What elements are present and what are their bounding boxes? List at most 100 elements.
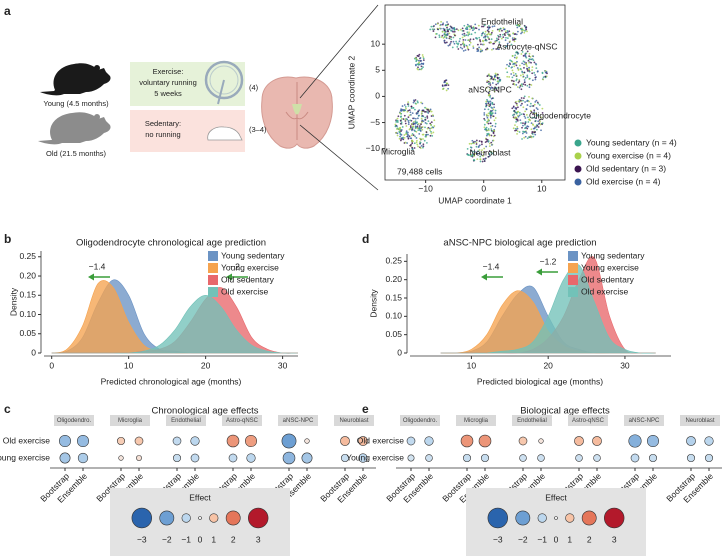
umap-point [453,29,456,31]
cluster-label: Neuroblast [469,147,511,157]
umap-point [531,116,534,119]
umap-point [517,100,520,103]
umap-point [461,47,464,50]
umap-point [412,99,415,102]
legend-label: Young sedentary (n = 4) [586,137,677,147]
umap-point [542,78,545,81]
legend-marker [574,152,582,160]
umap-point [408,114,411,117]
umap-point [523,71,526,74]
umap-point [474,140,477,143]
umap-point [521,62,524,65]
umap-point [483,112,486,114]
umap-point [523,95,526,98]
umap-point [488,73,490,76]
umap-point [455,28,458,31]
umap-point [522,122,524,125]
umap-point [462,41,465,43]
umap-point [494,72,497,75]
umap-point [473,142,475,145]
umap-point [479,158,482,161]
umap-point [495,89,498,92]
umap-point [396,119,398,122]
umap-point [515,120,518,123]
umap-point [544,75,547,78]
umap-point [494,74,497,77]
umap-point [475,139,478,142]
umap-point [417,59,420,62]
legend-marker [574,139,582,147]
umap-point [515,24,518,27]
umap-point [486,100,489,103]
effect-dot [282,451,296,465]
umap-point [524,110,527,113]
umap-point [466,31,469,34]
umap-point [537,102,540,105]
effect-dot [172,436,182,446]
umap-point [448,32,451,35]
chart-title: Chronological age effects [151,406,258,417]
effect-dot [226,434,240,448]
umap-point [516,56,518,59]
umap-point [426,127,429,130]
density-area [51,294,299,354]
effect-dot [704,436,714,446]
umap-point [487,80,490,83]
effect-dot [301,452,313,464]
sedentary-n: (3–4) [249,125,267,134]
umap-point [538,119,541,121]
umap-point [526,68,529,71]
umap-point [430,115,433,117]
umap-point [409,137,412,140]
umap-point [462,49,465,52]
umap-point [512,127,515,130]
umap-point [396,134,399,137]
umap-point [483,43,485,46]
umap-point [457,48,460,50]
umap-point [479,39,481,41]
umap-point [494,41,497,43]
umap-point [490,134,493,137]
umap-point [514,38,516,40]
panel-letter: e [362,402,369,416]
umap-point [443,32,446,35]
umap-point [491,82,494,84]
umap-point [483,33,486,35]
umap-point [483,113,486,116]
umap-point [474,31,477,34]
umap-point [483,117,486,120]
umap-point [533,109,536,112]
legend-label: Young sedentary [221,250,285,260]
x-tick-label: 10 [124,360,134,370]
umap-point [488,26,491,29]
umap-point [522,99,524,102]
effect-dot [628,434,642,448]
legend-label: Old sedentary [581,274,635,284]
umap-point [509,63,512,66]
umap-point [529,109,532,112]
effect-dot [118,455,124,461]
umap-point [537,123,540,126]
umap-point [501,33,504,36]
umap-point [514,127,517,130]
umap-point [490,77,493,80]
umap-point [538,104,541,106]
umap-point [521,71,524,74]
umap-point [524,135,527,138]
umap-point [518,80,521,83]
umap-point [491,103,494,106]
umap-point [491,124,494,127]
umap-point [490,97,493,100]
umap-point [424,135,427,138]
umap-point [540,129,542,132]
umap-point [443,29,446,32]
y-tick-label: 0.20 [19,270,36,280]
umap-point [411,142,414,145]
young-label: Young (4.5 months) [43,99,109,108]
umap-point [518,86,521,89]
umap-point [425,131,428,134]
umap-point [528,66,530,69]
chart-title: Oligodendrocyte chronological age predic… [76,238,266,249]
umap-point [492,108,495,111]
legend-label: Young exercise (n = 4) [586,150,671,160]
